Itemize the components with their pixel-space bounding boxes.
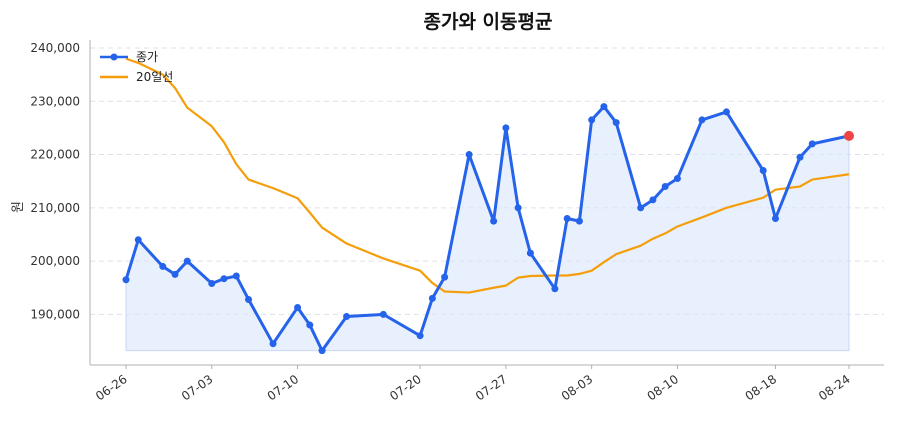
close-point — [245, 295, 253, 303]
x-tick-label: 07-10 — [265, 372, 302, 403]
close-point — [661, 183, 669, 191]
legend-marker-close — [110, 53, 118, 61]
close-point — [796, 153, 804, 161]
close-line — [124, 105, 850, 353]
axes — [89, 40, 884, 369]
close-point — [759, 167, 767, 175]
close-point — [514, 204, 522, 212]
y-tick-label: 210,000 — [30, 201, 80, 215]
y-tick-label: 240,000 — [30, 41, 80, 55]
legend-label-close: 종가 — [136, 50, 158, 64]
close-point — [673, 175, 681, 183]
close-point — [171, 270, 179, 278]
close-point — [428, 294, 436, 302]
legend: 종가 20일선 — [100, 50, 173, 84]
close-point — [551, 285, 559, 293]
x-tick-label: 07-20 — [387, 372, 424, 403]
x-tick-label: 06-26 — [93, 372, 130, 403]
y-tick-label: 220,000 — [30, 148, 80, 162]
close-point — [294, 303, 302, 311]
close-point — [563, 214, 571, 222]
y-tick-labels: 190,000 200,000 210,000 220,000 230,000 240,0… — [30, 41, 80, 321]
legend-label-ma20: 20일선 — [136, 70, 173, 84]
close-point — [502, 124, 510, 132]
series-group — [122, 57, 854, 355]
y-tick-label: 190,000 — [30, 307, 80, 321]
close-point — [465, 151, 473, 159]
close-point — [588, 116, 596, 124]
close-point — [379, 310, 387, 318]
close-point — [526, 249, 534, 257]
y-tick-label: 200,000 — [30, 254, 80, 268]
ma20-line — [125, 57, 850, 294]
close-point — [208, 279, 216, 287]
close-point — [220, 275, 228, 283]
close-point — [649, 196, 657, 204]
close-point — [771, 214, 779, 222]
x-tick-label: 07-03 — [179, 372, 216, 403]
close-point — [722, 108, 730, 116]
close-point — [698, 116, 706, 124]
close-point — [441, 273, 449, 281]
x-tick-label: 08-18 — [743, 372, 780, 403]
close-point — [575, 217, 583, 225]
close-point — [183, 257, 191, 265]
close-point — [490, 217, 498, 225]
close-point — [134, 236, 142, 244]
close-area-fill — [125, 105, 850, 352]
close-point — [306, 321, 314, 329]
close-point — [232, 272, 240, 280]
close-last-point — [844, 130, 854, 141]
close-point — [808, 140, 816, 148]
close-point — [269, 340, 277, 348]
close-point — [122, 276, 130, 284]
close-point — [612, 119, 620, 127]
close-point — [416, 332, 424, 340]
y-tick-label: 230,000 — [30, 94, 80, 108]
close-point — [159, 262, 167, 270]
chart-title: 종가와 이동평균 — [424, 11, 553, 33]
x-tick-label: 08-24 — [816, 372, 853, 403]
close-point — [600, 103, 608, 111]
x-tick-label: 08-03 — [559, 372, 596, 403]
close-point — [318, 347, 326, 355]
x-tick-label: 08-10 — [645, 372, 682, 403]
close-point — [343, 313, 351, 321]
close-point — [637, 204, 645, 212]
x-tick-labels: 06-26 07-03 07-10 07-20 07-27 08-03 08-10 08-18… — [93, 372, 853, 403]
y-axis-label: 원 — [11, 201, 26, 213]
x-tick-label: 07-27 — [473, 372, 510, 403]
